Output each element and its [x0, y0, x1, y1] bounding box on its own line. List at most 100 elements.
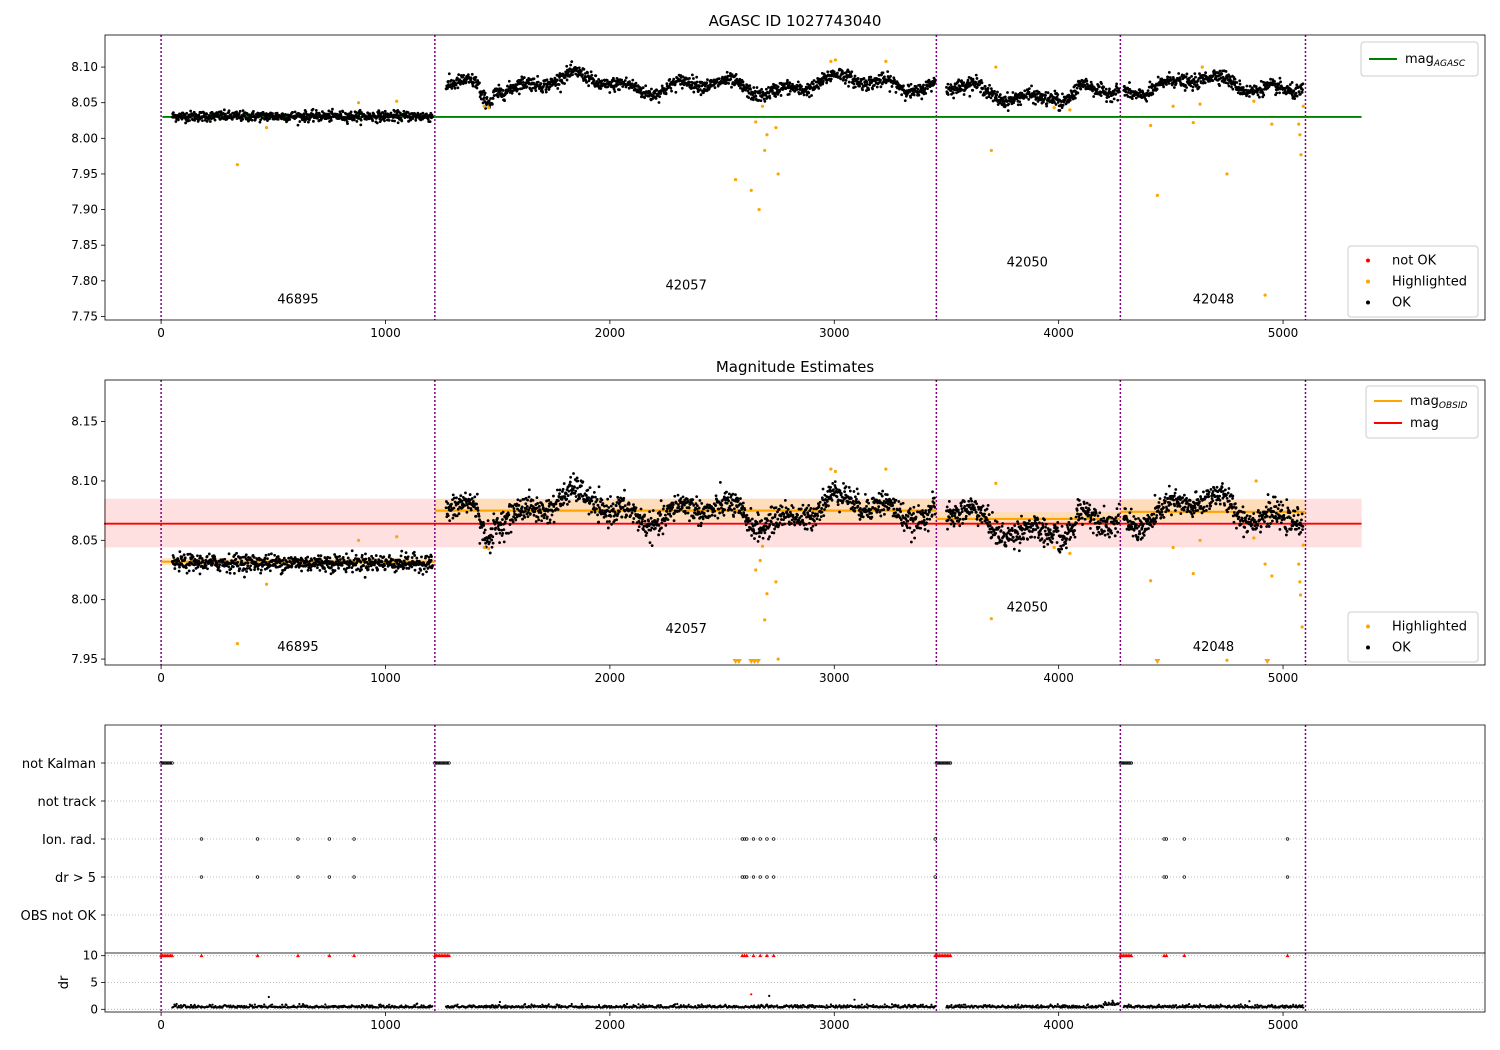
- ok-point: [492, 512, 496, 516]
- ok-point: [971, 77, 975, 81]
- ok-point: [900, 93, 904, 97]
- ok-point: [727, 82, 731, 85]
- ok-point: [725, 501, 729, 505]
- ok-point: [1068, 98, 1072, 102]
- ok-point: [231, 565, 235, 569]
- ok-point: [623, 79, 627, 82]
- ok-point: [776, 85, 780, 89]
- ok-point: [359, 118, 363, 122]
- ok-point: [547, 504, 551, 508]
- ok-point: [463, 504, 467, 508]
- ok-point: [877, 73, 881, 77]
- ok-point: [817, 86, 821, 90]
- ok-point: [488, 551, 492, 555]
- ok-point: [1089, 80, 1093, 84]
- ok-point: [566, 502, 569, 506]
- highlighted-point: [1191, 121, 1195, 125]
- ok-point: [625, 514, 629, 518]
- ok-point: [482, 520, 485, 524]
- ok-point: [659, 499, 663, 503]
- ok-point: [774, 95, 778, 98]
- ok-point: [822, 79, 825, 83]
- ok-point: [509, 530, 513, 534]
- ok-point: [227, 109, 231, 113]
- ok-point: [390, 119, 394, 123]
- ok-point: [780, 505, 784, 509]
- agasc-panel-boundaries: [160, 35, 1307, 320]
- ok-point: [994, 96, 998, 100]
- highlighted-point: [235, 163, 239, 167]
- ok-point: [962, 93, 966, 96]
- ok-point: [306, 568, 310, 572]
- ok-point: [593, 510, 597, 514]
- ok-point: [650, 526, 654, 530]
- ok-point: [204, 564, 208, 567]
- ok-point: [595, 498, 599, 501]
- ok-point: [1016, 103, 1020, 107]
- ok-point: [697, 85, 701, 89]
- ok-point: [793, 523, 797, 527]
- ok-point: [725, 81, 728, 85]
- ok-point: [563, 495, 567, 498]
- highlighted-point: [733, 178, 738, 182]
- ok-point: [1075, 86, 1079, 90]
- ok-point: [592, 490, 596, 494]
- ok-point: [427, 555, 431, 559]
- ok-point: [764, 87, 768, 91]
- ok-point: [998, 93, 1002, 96]
- ok-point: [450, 86, 454, 90]
- ok-point: [660, 84, 664, 88]
- ok-point: [532, 513, 536, 517]
- ok-point: [648, 510, 652, 514]
- ok-point: [547, 87, 551, 91]
- ok-point: [727, 499, 731, 503]
- ok-point: [477, 514, 481, 518]
- ok-point: [1238, 82, 1242, 86]
- ok-point: [415, 556, 419, 560]
- ok-point: [922, 83, 925, 87]
- ok-point: [618, 88, 621, 92]
- ok-point: [259, 118, 263, 122]
- ok-point: [551, 509, 555, 513]
- ok-point: [570, 60, 574, 64]
- ok-point: [1105, 100, 1108, 103]
- ok-point: [817, 504, 821, 507]
- ok-point: [792, 520, 796, 524]
- ok-point: [483, 91, 487, 95]
- x-tick-label: 5000: [1268, 326, 1299, 340]
- highlighted-point: [1200, 65, 1204, 69]
- ok-point: [565, 78, 569, 82]
- ok-point: [455, 496, 458, 500]
- ok-point: [767, 91, 771, 95]
- ok-point: [659, 92, 663, 95]
- ok-point: [487, 99, 491, 103]
- ok-point: [741, 501, 745, 505]
- ok-point: [1185, 72, 1189, 76]
- highlighted-point: [487, 106, 491, 110]
- ok-point: [1061, 103, 1065, 107]
- ok-point: [974, 73, 978, 77]
- ok-point: [983, 84, 987, 88]
- ok-point: [383, 564, 386, 567]
- ok-point: [547, 498, 551, 502]
- ok-point: [528, 506, 532, 510]
- ok-point: [367, 565, 371, 568]
- ok-point: [773, 527, 776, 531]
- ok-point: [275, 111, 279, 115]
- ok-point: [283, 562, 287, 566]
- ok-point: [187, 569, 191, 573]
- ok-point: [1290, 81, 1294, 84]
- ok-point: [412, 550, 416, 554]
- ok-point: [246, 564, 250, 568]
- ok-point: [808, 95, 811, 99]
- ok-point: [1019, 103, 1023, 107]
- ok-point: [946, 82, 950, 86]
- ok-point: [288, 118, 292, 121]
- ok-point: [749, 506, 753, 510]
- ok-point: [733, 511, 737, 514]
- ok-point: [1226, 81, 1230, 85]
- ok-point: [979, 78, 983, 82]
- ok-point: [867, 78, 871, 82]
- ok-point: [315, 566, 319, 570]
